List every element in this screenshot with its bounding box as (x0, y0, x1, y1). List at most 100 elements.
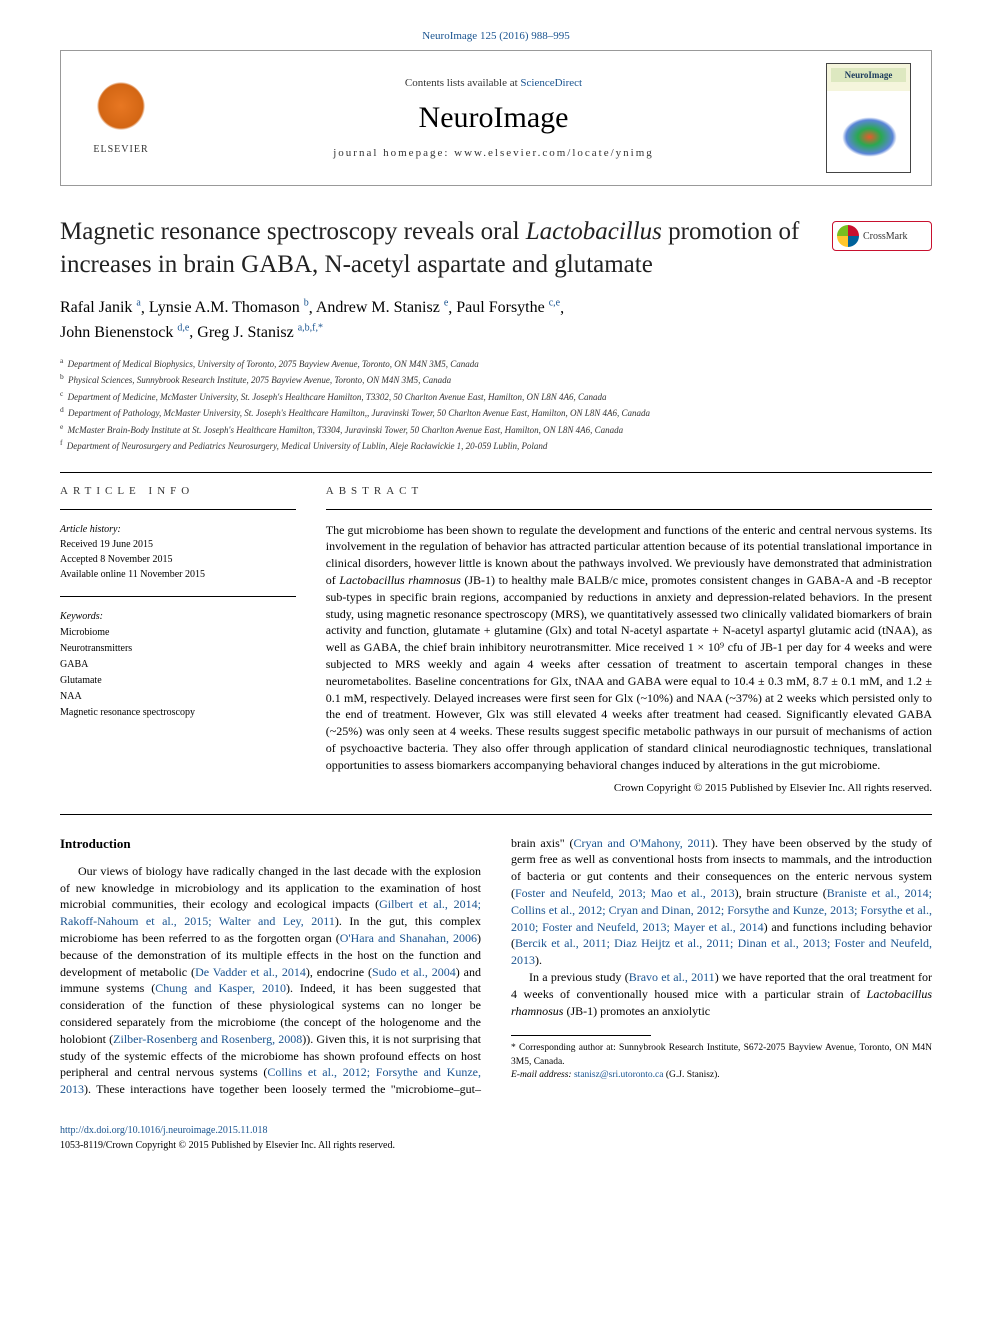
divider (60, 814, 932, 815)
journal-header: ELSEVIER Contents lists available at Sci… (60, 50, 932, 186)
citation-link[interactable]: Cryan and O'Mahony, 2011 (573, 836, 711, 850)
author-affil-link[interactable]: e (444, 298, 448, 309)
author: John Bienenstock d,e (60, 324, 189, 341)
divider (60, 596, 296, 597)
info-abstract-row: article info Article history: Received 1… (60, 485, 932, 794)
affil-key: d (60, 405, 64, 414)
affil-key: a (60, 356, 63, 365)
divider (60, 509, 296, 510)
citation-link[interactable]: De Vadder et al., 2014 (195, 965, 306, 979)
author: Rafal Janik a (60, 299, 141, 316)
citation-link[interactable]: Bravo et al., 2011 (629, 970, 715, 984)
abstract-mid: (JB-1) to healthy male BALB/c mice, prom… (326, 573, 932, 772)
affil-text: Department of Pathology, McMaster Univer… (68, 408, 650, 418)
affil-key: f (60, 438, 63, 447)
citation-link[interactable]: Foster and Neufeld, 2013; Mao et al., 20… (515, 886, 735, 900)
affiliation: c Department of Medicine, McMaster Unive… (60, 388, 932, 405)
page-footer: http://dx.doi.org/10.1016/j.neuroimage.2… (60, 1123, 932, 1153)
online-date: Available online 11 November 2015 (60, 567, 296, 582)
text: In a previous study ( (529, 970, 629, 984)
citation-link[interactable]: O'Hara and Shanahan, 2006 (340, 931, 477, 945)
article-info-column: article info Article history: Received 1… (60, 485, 296, 794)
elsevier-tree-icon (96, 82, 146, 142)
author-affil-link[interactable]: b (304, 298, 309, 309)
author-name: John Bienenstock (60, 324, 173, 341)
keywords-block: Keywords: Microbiome Neurotransmitters G… (60, 609, 296, 721)
affil-text: Department of Medical Biophysics, Univer… (68, 359, 479, 369)
abstract-em: Lactobacillus rhamnosus (339, 573, 460, 587)
email-line: E-mail address: stanisz@sri.utoronto.ca … (511, 1069, 932, 1082)
author-affil-link[interactable]: d,e (177, 322, 189, 333)
keyword: Neurotransmitters (60, 641, 296, 657)
history-label: Article history: (60, 522, 296, 537)
abstract-text: The gut microbiome has been shown to reg… (326, 522, 932, 774)
author-affil-link[interactable]: a (136, 298, 140, 309)
affil-text: McMaster Brain-Body Institute at St. Jos… (68, 425, 624, 435)
footnotes: * Corresponding author at: Sunnybrook Re… (511, 1042, 932, 1082)
citation-link[interactable]: Bercik et al., 2011; Diaz Heijtz et al.,… (511, 936, 932, 967)
divider (326, 509, 932, 510)
article-info-heading: article info (60, 485, 296, 497)
keyword: NAA (60, 689, 296, 705)
author: Lynsie A.M. Thomason b (149, 299, 309, 316)
author-affil-link[interactable]: c,e (549, 298, 560, 309)
journal-name: NeuroImage (161, 101, 826, 135)
text: ). (535, 953, 542, 967)
affiliation: b Physical Sciences, Sunnybrook Research… (60, 371, 932, 388)
corresponding-author: * Corresponding author at: Sunnybrook Re… (511, 1042, 932, 1069)
title-row: CrossMark Magnetic resonance spectroscop… (60, 216, 932, 281)
text: ), endocrine ( (306, 965, 372, 979)
top-citation-link[interactable]: NeuroImage 125 (2016) 988–995 (60, 30, 932, 42)
author-name: Rafal Janik (60, 299, 132, 316)
author-name: Lynsie A.M. Thomason (149, 299, 300, 316)
introduction-heading: Introduction (60, 835, 481, 853)
article-history: Article history: Received 19 June 2015 A… (60, 522, 296, 582)
homepage-prefix: journal homepage: (333, 147, 454, 159)
citation-link[interactable]: Sudo et al., 2004 (372, 965, 456, 979)
email-link[interactable]: stanisz@sri.utoronto.ca (574, 1070, 663, 1080)
journal-cover-thumbnail[interactable]: NeuroImage (826, 63, 911, 173)
contents-prefix: Contents lists available at (405, 77, 520, 89)
abstract-column: abstract The gut microbiome has been sho… (326, 485, 932, 794)
keyword: Magnetic resonance spectroscopy (60, 705, 296, 721)
author: Andrew M. Stanisz e (316, 299, 448, 316)
body-two-column: Introduction Our views of biology have r… (60, 835, 932, 1098)
intro-para-2: In a previous study (Bravo et al., 2011)… (511, 969, 932, 1019)
author-name: Paul Forsythe (456, 299, 544, 316)
abstract-heading: abstract (326, 485, 932, 497)
elsevier-logo[interactable]: ELSEVIER (81, 73, 161, 163)
cover-brain-icon (842, 117, 897, 157)
article-title: Magnetic resonance spectroscopy reveals … (60, 216, 932, 281)
affiliation: e McMaster Brain-Body Institute at St. J… (60, 421, 932, 438)
author-affil-link[interactable]: a,b,f,* (298, 322, 323, 333)
crossmark-badge[interactable]: CrossMark (832, 221, 932, 251)
crossmark-icon (837, 225, 859, 247)
affil-text: Department of Medicine, McMaster Univers… (68, 392, 607, 402)
cover-title: NeuroImage (831, 68, 906, 82)
crossmark-label: CrossMark (863, 231, 907, 242)
doi-link[interactable]: http://dx.doi.org/10.1016/j.neuroimage.2… (60, 1125, 268, 1136)
footnote-separator (511, 1035, 651, 1036)
sciencedirect-link[interactable]: ScienceDirect (520, 77, 582, 89)
affil-key: c (60, 389, 63, 398)
affil-text: Department of Neurosurgery and Pediatric… (67, 441, 548, 451)
affiliation: a Department of Medical Biophysics, Univ… (60, 355, 932, 372)
email-name: (G.J. Stanisz). (663, 1070, 719, 1080)
affil-key: e (60, 422, 63, 431)
journal-homepage: journal homepage: www.elsevier.com/locat… (161, 147, 826, 159)
keyword: Glutamate (60, 673, 296, 689)
citation-link[interactable]: Zilber-Rosenberg and Rosenberg, 2008 (113, 1032, 302, 1046)
contents-lists-line: Contents lists available at ScienceDirec… (161, 77, 826, 89)
email-label: E-mail address: (511, 1070, 574, 1080)
affil-text: Physical Sciences, Sunnybrook Research I… (68, 375, 451, 385)
abstract-copyright: Crown Copyright © 2015 Published by Else… (326, 782, 932, 794)
homepage-url[interactable]: www.elsevier.com/locate/ynimg (454, 147, 654, 159)
citation-link[interactable]: Chung and Kasper, 2010 (155, 981, 286, 995)
text: (JB-1) promotes an anxiolytic (563, 1004, 710, 1018)
keyword: GABA (60, 657, 296, 673)
header-center: Contents lists available at ScienceDirec… (161, 77, 826, 159)
affiliation: f Department of Neurosurgery and Pediatr… (60, 437, 932, 454)
affiliation: d Department of Pathology, McMaster Univ… (60, 404, 932, 421)
author-list: Rafal Janik a, Lynsie A.M. Thomason b, A… (60, 296, 932, 345)
author: Greg J. Stanisz a,b,f,* (197, 324, 323, 341)
